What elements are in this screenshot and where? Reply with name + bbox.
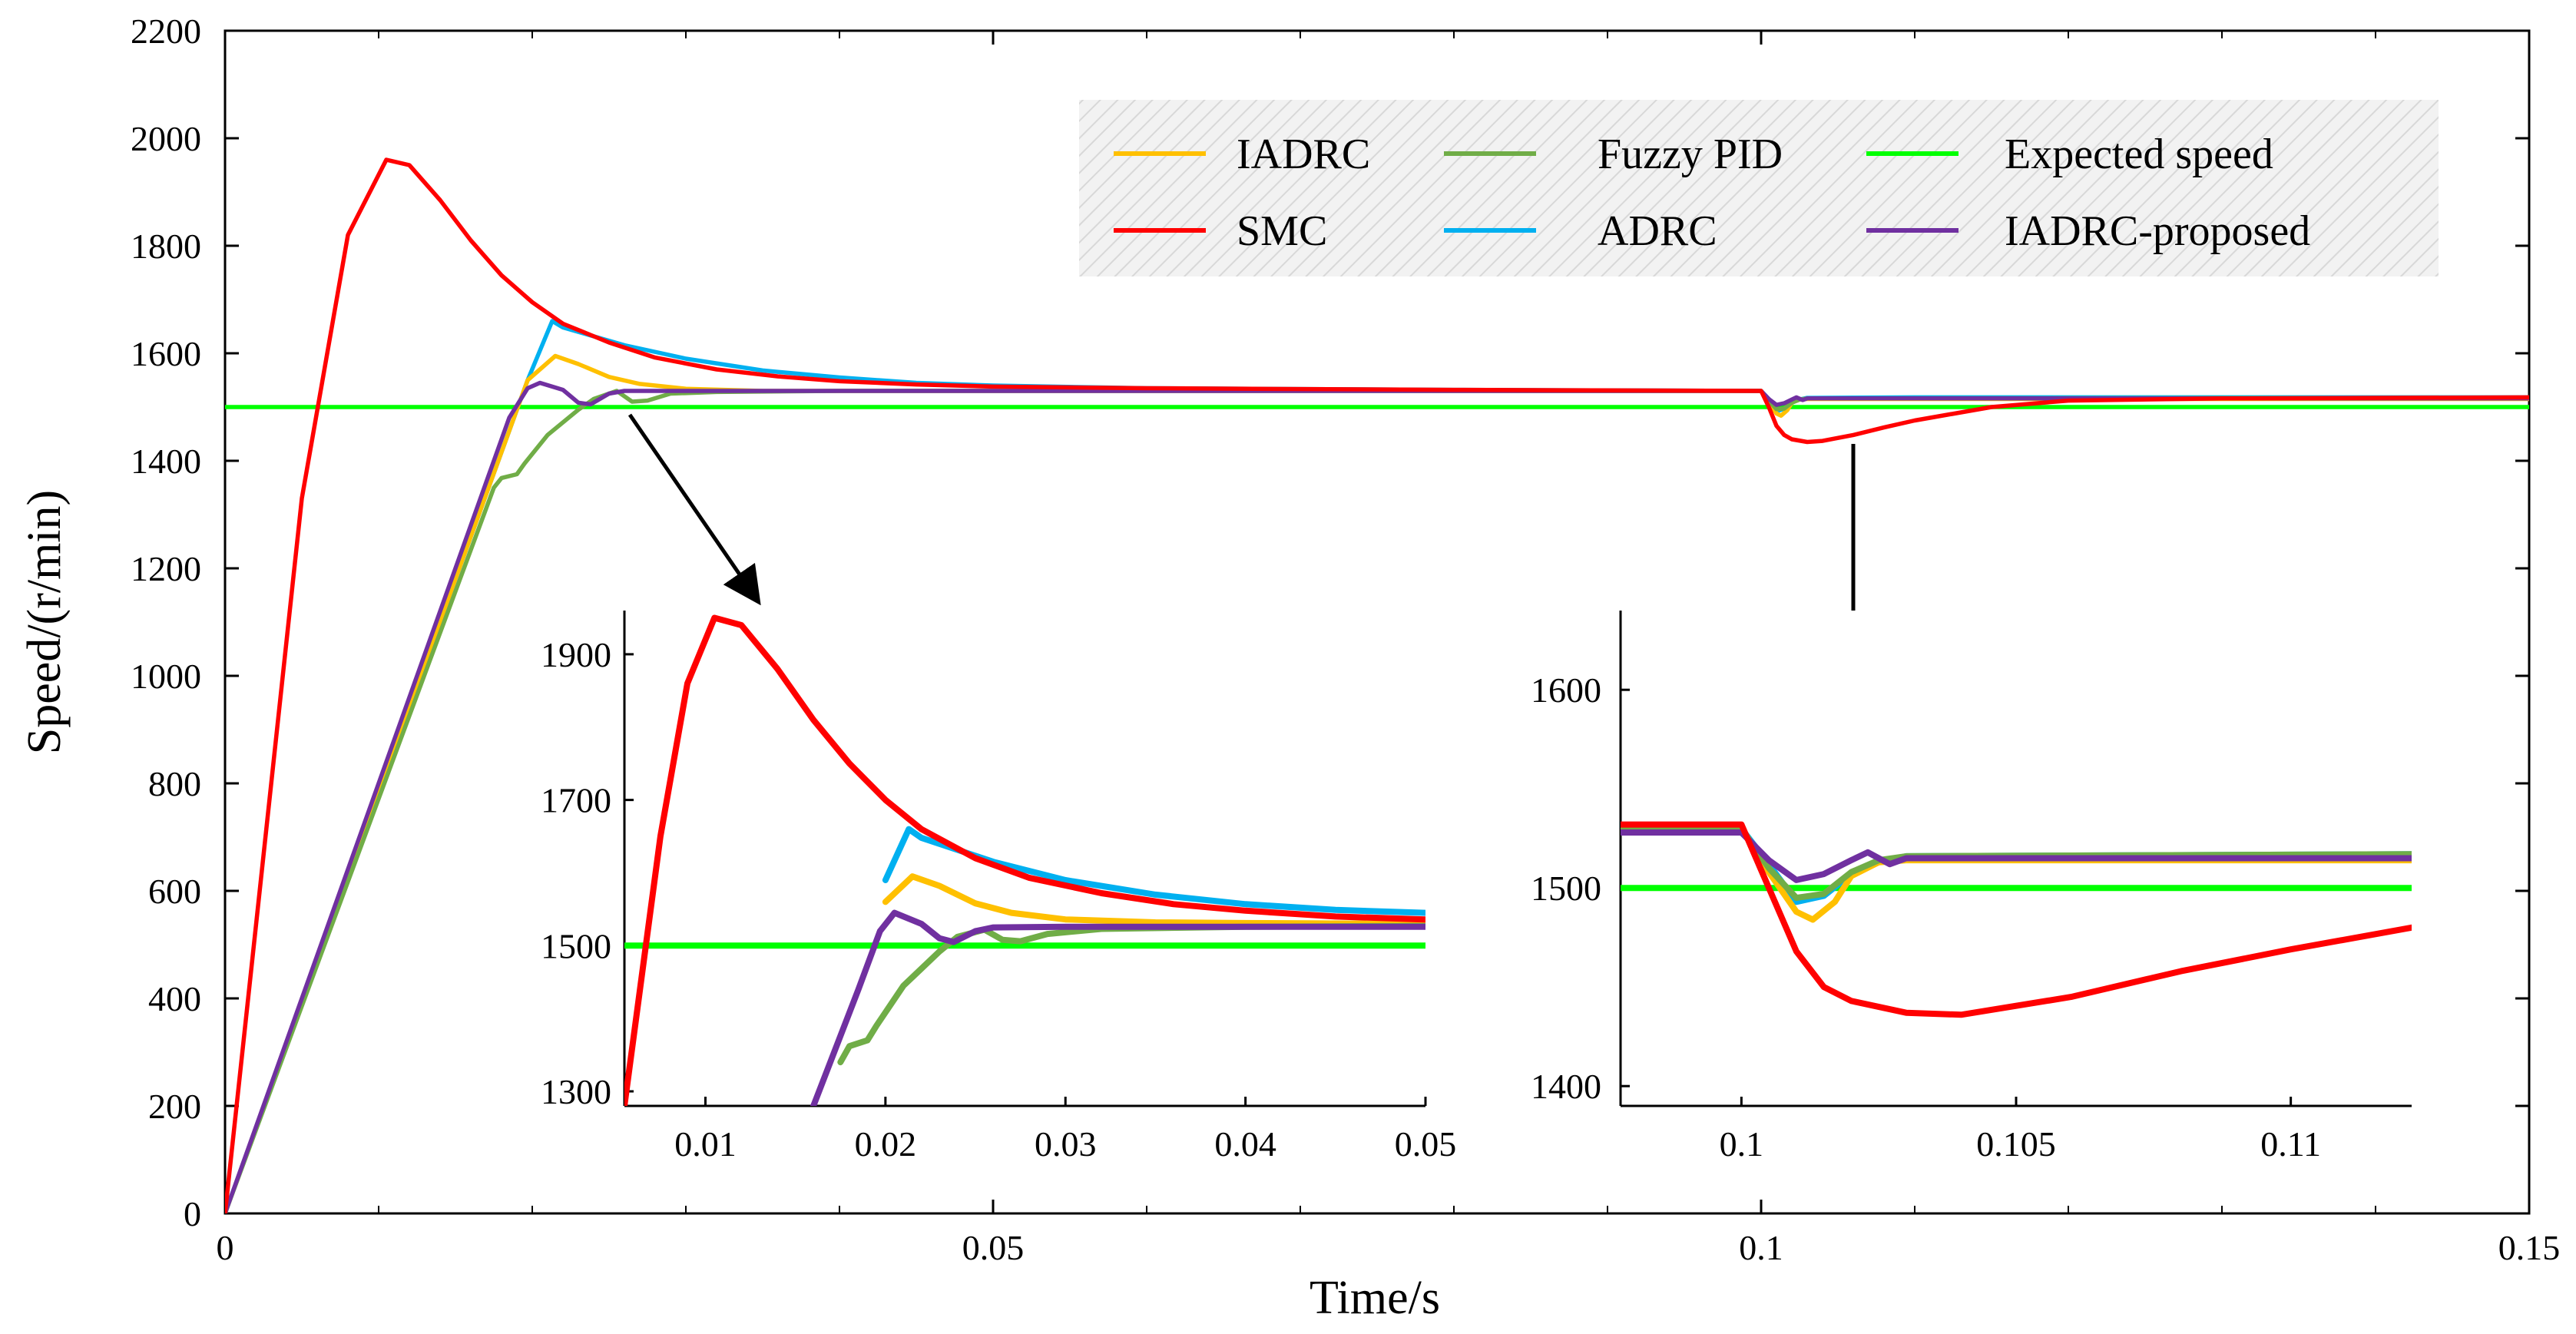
inset-right-series-iadrc-proposed <box>1621 829 2412 883</box>
legend-label-smc: SMC <box>1237 207 1327 255</box>
inset-left-ytick-label: 1500 <box>541 926 611 965</box>
main-series <box>225 157 2529 1213</box>
main-series-fuzzy-pid <box>225 389 2529 1213</box>
inset-right-xtick-label: 0.105 <box>1976 1124 2056 1164</box>
legend-label-adrc: ADRC <box>1598 207 1717 255</box>
main-ytick-label: 2000 <box>131 119 201 158</box>
main-ytick-label: 600 <box>148 872 201 911</box>
legend-label-expected-speed: Expected speed <box>2005 131 2273 178</box>
main-ytick-label: 1200 <box>131 549 201 588</box>
inset-right-xtick-label: 0.11 <box>2260 1124 2321 1164</box>
main-ytick-label: 1400 <box>131 442 201 481</box>
inset-left-series-smc <box>624 614 1425 1106</box>
inset-left-xtick-label: 0.03 <box>1035 1124 1097 1164</box>
main-xtick-label: 0.1 <box>1739 1228 1783 1267</box>
legend: IADRC Fuzzy PID Expected speed SMC ADRC IADRC… <box>1079 100 2439 276</box>
main-y-ticks: 0 200 400 600 800 1000 1200 1400 1600 1800 2000 220… <box>131 12 2529 1233</box>
inset-right-plot: 1400 1500 1600 0.1 0.105 0.11 <box>1531 611 2412 1164</box>
main-ytick-label: 400 <box>148 979 201 1018</box>
inset-right-ytick-label: 1600 <box>1531 670 1601 710</box>
zoom-arrow-left <box>627 413 761 606</box>
inset-right-ytick-label: 1500 <box>1531 869 1601 908</box>
inset-left-xtick-label: 0.01 <box>674 1124 737 1164</box>
inset-left-background <box>624 611 1425 1106</box>
inset-left-ytick-label: 1700 <box>541 781 611 820</box>
main-ytick-label: 200 <box>148 1087 201 1126</box>
inset-left-ytick-label: 1900 <box>541 635 611 674</box>
inset-left-series-iadrc <box>882 873 1425 927</box>
x-axis-label: Time/s <box>1310 1272 1440 1324</box>
legend-label-iadrc-proposed: IADRC-proposed <box>2005 207 2310 255</box>
legend-label-iadrc: IADRC <box>1237 131 1370 178</box>
inset-right-xtick-label: 0.1 <box>1720 1124 1764 1164</box>
y-axis-label: Speed/(r/min) <box>18 490 71 754</box>
main-ytick-label: 1000 <box>131 657 201 696</box>
main-ytick-label: 800 <box>148 764 201 803</box>
main-ytick-label: 1800 <box>131 227 201 266</box>
inset-left-ytick-label: 1300 <box>541 1072 611 1111</box>
inset-right-ytick-label: 1400 <box>1531 1067 1601 1106</box>
main-xtick-label: 0.05 <box>962 1228 1025 1267</box>
inset-left-xtick-label: 0.02 <box>855 1124 917 1164</box>
inset-left-plot: 1300 1500 1700 1900 0.01 0.02 0.03 0.04 0.05 <box>541 611 1456 1164</box>
inset-left-series-adrc <box>882 826 1425 916</box>
inset-right-series <box>1621 821 2412 1018</box>
main-ytick-label: 0 <box>184 1194 201 1233</box>
main-plot-frame <box>223 29 2531 1215</box>
inset-right-series-smc <box>1621 821 2412 1018</box>
main-plot: 0 200 400 600 800 1000 1200 1400 1600 1800 2000 220… <box>18 12 2560 1324</box>
inset-left-xtick-label: 0.05 <box>1395 1124 1457 1164</box>
main-xtick-label: 0.15 <box>2498 1228 2561 1267</box>
main-ytick-label: 2200 <box>131 12 201 51</box>
main-ytick-label: 1600 <box>131 334 201 373</box>
main-series-iadrc-proposed <box>225 380 2529 1213</box>
legend-label-fuzzy-pid: Fuzzy PID <box>1598 131 1783 178</box>
inset-left-series <box>624 614 1425 1106</box>
legend-background <box>1079 100 2439 276</box>
inset-left-xtick-label: 0.04 <box>1214 1124 1276 1164</box>
inset-left-ticks: 1300 1500 1700 1900 0.01 0.02 0.03 0.04 0.05 <box>541 635 1456 1164</box>
main-xtick-label: 0 <box>217 1228 234 1267</box>
main-series-smc <box>225 157 2529 1213</box>
inset-left-series-iadrc-proposed <box>810 909 1425 1106</box>
